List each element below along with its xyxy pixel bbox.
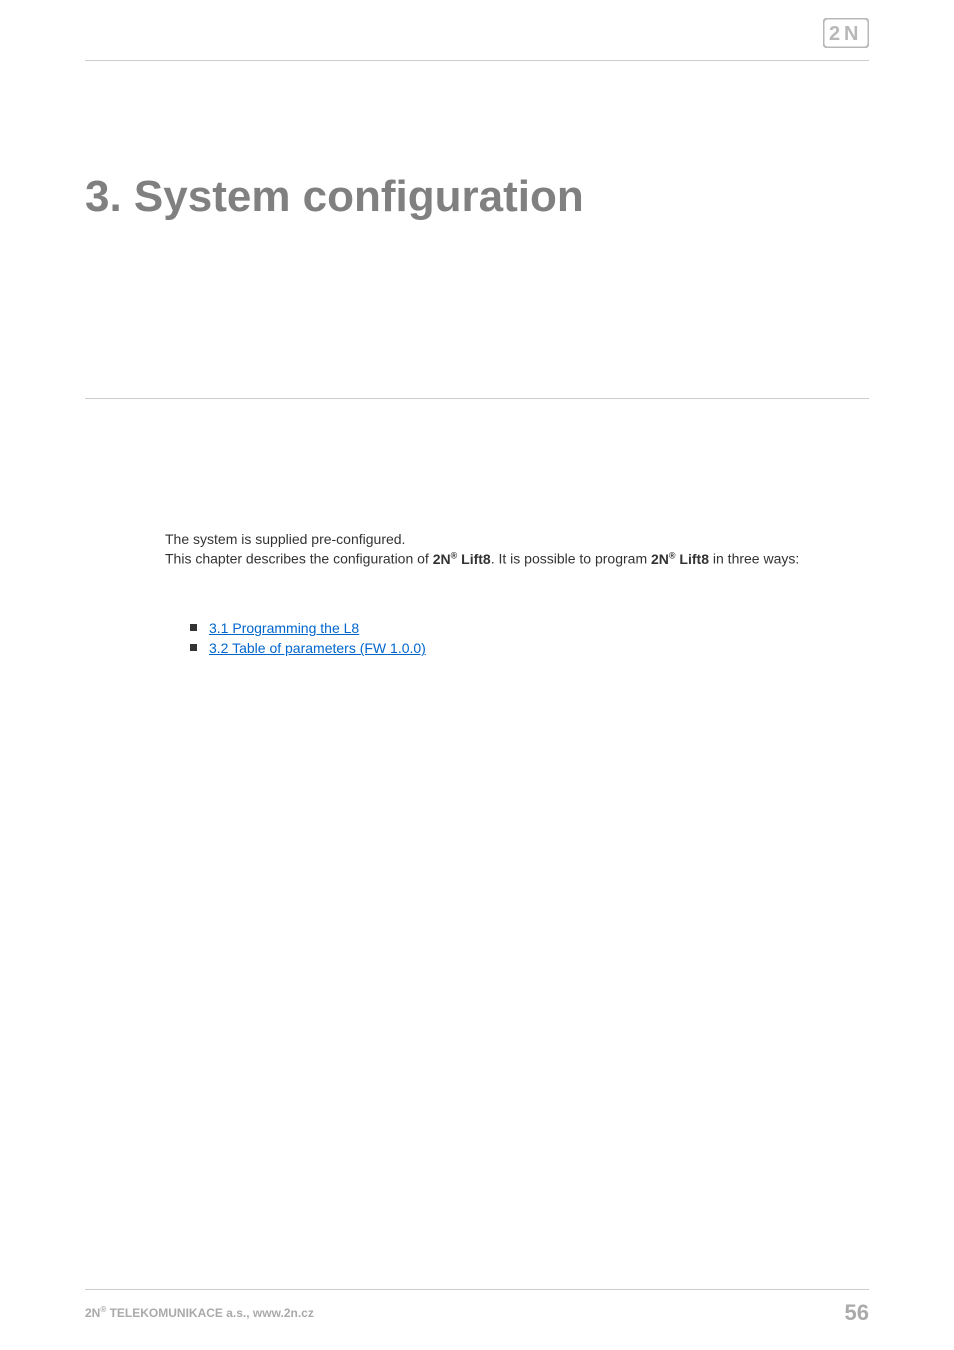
page-number: 56 bbox=[845, 1300, 869, 1326]
svg-text:N: N bbox=[844, 23, 858, 45]
bullet-icon bbox=[190, 644, 197, 651]
paragraph-2: This chapter describes the configuration… bbox=[165, 549, 865, 569]
p2-text: This chapter describes the configuration… bbox=[165, 551, 433, 567]
list-item: 3.1 Programming the L8 bbox=[190, 618, 865, 638]
body-copy: The system is supplied pre-configured. T… bbox=[165, 530, 865, 568]
section-rule bbox=[85, 398, 869, 399]
svg-text:2: 2 bbox=[829, 23, 840, 45]
p2-text2: . It is possible to program bbox=[491, 551, 651, 567]
p2-text3: in three ways: bbox=[709, 551, 799, 567]
p2-bold: 2N® Lift8 bbox=[433, 551, 491, 567]
brand-logo-icon: 2 N bbox=[823, 18, 869, 48]
header-rule bbox=[85, 60, 869, 61]
footer-rule bbox=[85, 1289, 869, 1290]
bullet-icon bbox=[190, 624, 197, 631]
bullet-list: 3.1 Programming the L8 3.2 Table of para… bbox=[190, 618, 865, 659]
link-programming[interactable]: 3.1 Programming the L8 bbox=[209, 618, 359, 638]
paragraph-1: The system is supplied pre-configured. bbox=[165, 530, 865, 549]
footer-company: 2N® TELEKOMUNIKACE a.s., www.2n.cz bbox=[85, 1305, 314, 1320]
page-title: 3. System configuration bbox=[85, 172, 584, 222]
p2-bold2: 2N® Lift8 bbox=[651, 551, 709, 567]
list-item: 3.2 Table of parameters (FW 1.0.0) bbox=[190, 638, 865, 658]
link-parameters-table[interactable]: 3.2 Table of parameters (FW 1.0.0) bbox=[209, 638, 426, 658]
